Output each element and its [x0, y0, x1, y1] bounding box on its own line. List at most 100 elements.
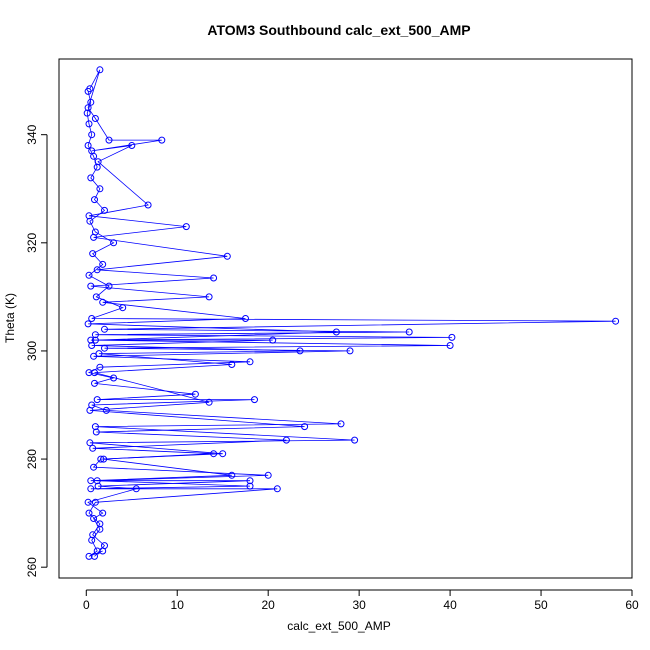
- data-point: [246, 358, 254, 366]
- data-point: [91, 331, 99, 339]
- x-tick-label: 0: [83, 598, 90, 612]
- data-point: [264, 471, 272, 479]
- data-point: [100, 455, 108, 463]
- data-point: [228, 471, 236, 479]
- data-point: [91, 336, 99, 344]
- data-point: [91, 369, 98, 377]
- data-point: [88, 315, 96, 322]
- y-tick-label: 300: [25, 341, 39, 361]
- data-point: [96, 525, 104, 533]
- x-axis-label: calc_ext_500_AMP: [287, 619, 390, 633]
- data-point: [246, 482, 254, 490]
- data-point: [219, 450, 227, 458]
- data-point: [99, 509, 107, 517]
- x-tick-label: 40: [443, 598, 457, 612]
- data-point: [89, 250, 97, 258]
- data-point: [94, 158, 102, 166]
- data-point: [205, 398, 213, 406]
- data-point: [223, 252, 231, 260]
- y-tick-label: 340: [25, 124, 39, 144]
- data-point: [99, 260, 107, 268]
- data-point: [91, 196, 98, 204]
- data-point: [99, 298, 107, 306]
- data-point: [87, 477, 95, 485]
- data-point: [351, 436, 359, 444]
- x-tick-label: 30: [352, 598, 366, 612]
- data-point: [84, 320, 92, 328]
- data-point: [88, 131, 96, 139]
- data-point: [85, 120, 93, 128]
- data-point: [85, 552, 93, 560]
- data-point: [90, 515, 98, 522]
- data-point: [95, 350, 103, 358]
- data-point: [85, 271, 93, 279]
- data-point: [91, 115, 99, 122]
- data-point: [346, 347, 354, 355]
- data-point: [91, 498, 99, 506]
- data-point: [93, 396, 101, 404]
- data-point: [205, 293, 213, 301]
- data-point: [105, 136, 113, 144]
- data-point: [301, 423, 309, 431]
- data-point: [90, 463, 98, 471]
- data-point: [84, 498, 92, 506]
- chart-title: ATOM3 Southbound calc_ext_500_AMP: [207, 22, 470, 38]
- data-point: [101, 206, 108, 214]
- data-point: [90, 352, 98, 360]
- series-layer: [83, 66, 620, 560]
- data-point: [86, 85, 94, 93]
- data-point: [282, 436, 290, 444]
- data-point: [251, 396, 258, 404]
- data-point: [85, 212, 93, 220]
- series-line-1: [87, 69, 337, 557]
- data-point: [88, 342, 96, 349]
- data-point: [93, 266, 101, 274]
- data-point: [144, 201, 152, 209]
- y-tick-label: 260: [25, 557, 39, 577]
- data-point: [158, 136, 166, 144]
- data-point: [87, 174, 95, 182]
- data-point: [405, 328, 413, 336]
- data-point: [87, 485, 95, 493]
- data-point: [332, 328, 340, 336]
- data-point: [296, 347, 304, 355]
- data-point: [228, 361, 236, 368]
- x-tick-label: 50: [534, 598, 548, 612]
- data-point: [99, 547, 107, 555]
- data-point: [102, 406, 110, 414]
- data-point: [210, 274, 218, 282]
- data-point: [182, 223, 190, 231]
- data-point: [88, 536, 96, 544]
- y-tick-label: 320: [25, 232, 39, 252]
- data-point: [96, 363, 104, 371]
- x-tick-label: 10: [171, 598, 185, 612]
- data-point: [210, 450, 218, 458]
- data-point: [84, 104, 92, 112]
- y-tick-label: 280: [25, 449, 39, 469]
- data-point: [92, 293, 100, 301]
- data-point: [90, 233, 98, 241]
- data-point: [337, 420, 345, 428]
- data-point: [269, 336, 277, 344]
- axis-layer: 0 10 20 30 40 50 60 260 280 300 320 340: [25, 124, 639, 612]
- data-point: [105, 282, 113, 290]
- x-tick-label: 60: [625, 598, 639, 612]
- data-point: [96, 66, 104, 74]
- data-point: [85, 509, 93, 517]
- data-point: [242, 315, 249, 322]
- data-point: [110, 239, 118, 247]
- x-tick-label: 20: [262, 598, 276, 612]
- data-point: [87, 282, 95, 290]
- data-point: [91, 379, 98, 387]
- data-point: [88, 147, 96, 155]
- data-point: [446, 342, 454, 349]
- data-point: [92, 428, 100, 436]
- data-point: [86, 439, 94, 447]
- data-point: [132, 485, 140, 493]
- data-point: [101, 325, 108, 333]
- series-line-0: [86, 91, 616, 557]
- data-point: [94, 482, 102, 490]
- data-point: [128, 142, 136, 149]
- data-point: [246, 477, 254, 485]
